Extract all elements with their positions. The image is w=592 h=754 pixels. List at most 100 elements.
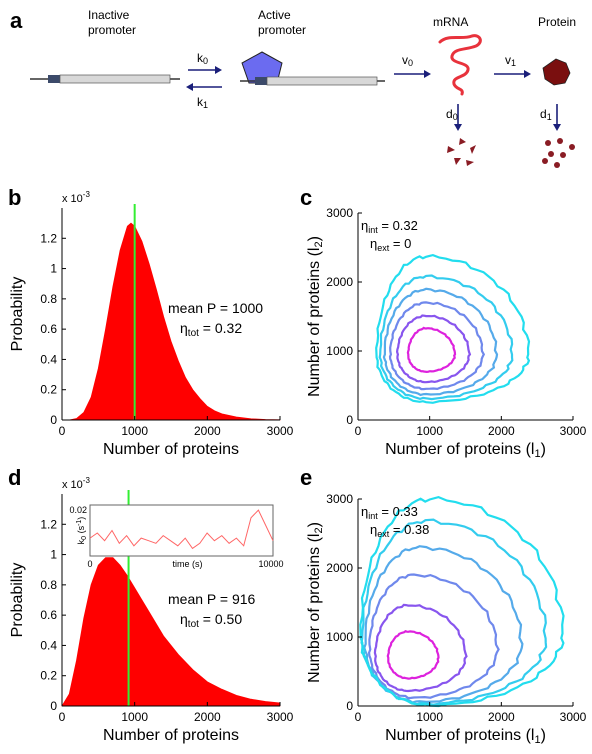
eta-ext-annotation: ηext = 0.38 <box>370 522 429 539</box>
x-tick-label: 3000 <box>560 710 587 724</box>
x-axis-label: Number of proteins (l1) <box>385 441 546 460</box>
contour-level-6 <box>375 253 531 404</box>
d0-arrowhead <box>454 124 462 131</box>
inset-x-right-label: 10000 <box>258 559 283 569</box>
y-tick-label: 1000 <box>326 344 353 358</box>
y-tick-label: 1.2 <box>40 231 57 245</box>
contour-level-4 <box>363 545 524 704</box>
k0-arrowhead <box>215 66 222 74</box>
inset-y-top-label: 0.02 <box>69 505 87 515</box>
inset-x-label: time (s) <box>173 559 203 569</box>
y-tick-label: 0 <box>50 413 57 427</box>
panel-e-contour: 0 1000 2000 3000 0 1000 2000 3000 Number of prot… <box>306 492 587 746</box>
y-tick-label: 0 <box>346 413 353 427</box>
eta-ext-annotation: ηext = 0 <box>370 236 411 253</box>
y-tick-label: 2000 <box>326 561 353 575</box>
probability-distribution-area <box>61 557 281 707</box>
contour-level-2 <box>373 603 468 693</box>
inactive-promoter-label-1: Inactive <box>88 8 130 22</box>
eta-int-annotation: ηint = 0.32 <box>361 218 418 235</box>
inset-x-left-label: 0 <box>87 559 92 569</box>
y-tick-label: 0 <box>346 699 353 713</box>
y-tick-label: 2000 <box>326 275 353 289</box>
x-tick-label: 2000 <box>194 710 221 724</box>
d1-arrowhead <box>553 124 561 131</box>
contour-level-5 <box>378 274 514 401</box>
contour-level-2 <box>395 314 472 384</box>
y-tick-label: 1 <box>50 548 57 562</box>
x-tick-label: 3000 <box>267 710 294 724</box>
inset-frame <box>89 504 274 557</box>
contour-level-6 <box>359 495 565 708</box>
x-tick-label: 0 <box>59 710 66 724</box>
x-axis-label: Number of proteins <box>103 727 239 744</box>
x-tick-label: 3000 <box>267 424 294 438</box>
y-tick-label: 1 <box>50 262 57 276</box>
contour-level-3 <box>388 301 486 391</box>
y-tick-label: 0.4 <box>40 638 57 652</box>
mean-annotation: mean P = 1000 <box>168 300 263 316</box>
y-tick-label: 3000 <box>326 206 353 220</box>
inactive-promoter-box <box>48 75 60 83</box>
y-tick-label: 1000 <box>326 630 353 644</box>
x-tick-label: 0 <box>355 710 362 724</box>
y-axis-label: Number of proteins (l2) <box>306 522 325 683</box>
inset-y-label: k0 (s-1) <box>76 517 88 545</box>
degraded-mrna-fragments-icon <box>447 138 476 166</box>
panel-letter-b: b <box>8 185 21 210</box>
x-tick-label: 0 <box>355 424 362 438</box>
y-scale-note: x 10-3 <box>62 476 90 491</box>
contour-level-5 <box>360 518 548 706</box>
k0-label: k0 <box>197 51 208 66</box>
x-axis-label: Number of proteins <box>103 441 239 458</box>
inactive-gene-box <box>59 74 171 84</box>
v1-arrowhead <box>524 70 531 78</box>
noise-annotation: ηtot = 0.32 <box>180 320 242 339</box>
panel-letter-c: c <box>300 185 312 210</box>
y-scale-note: x 10-3 <box>62 190 90 205</box>
y-tick-label: 0.2 <box>40 383 57 397</box>
contour-level-1 <box>406 326 457 374</box>
v0-label: v0 <box>402 53 413 68</box>
y-tick-label: 0.6 <box>40 608 57 622</box>
panel-d-histogram: 0 1000 2000 3000 0 0.2 0.4 0.6 0.8 1 1.2 x 10-3 Numb… <box>9 476 294 744</box>
y-tick-label: 0.2 <box>40 669 57 683</box>
active-gene-box <box>266 76 378 86</box>
probability-distribution-area <box>62 222 281 421</box>
y-axis-label: Probability <box>9 277 26 352</box>
y-tick-label: 0 <box>50 699 57 713</box>
y-tick-label: 0.6 <box>40 322 57 336</box>
y-axis-label: Probability <box>9 563 26 638</box>
v0-arrowhead <box>424 70 431 78</box>
panel-letter-d: d <box>8 465 21 490</box>
contour-level-4 <box>382 287 499 397</box>
y-tick-label: 0.8 <box>40 578 57 592</box>
mean-annotation: mean P = 916 <box>168 591 256 607</box>
x-tick-label: 1000 <box>416 710 443 724</box>
contour-level-3 <box>367 573 500 700</box>
protein-heptagon-icon <box>542 58 571 86</box>
x-tick-label: 1000 <box>416 424 443 438</box>
y-tick-label: 1.2 <box>40 517 57 531</box>
panel-a: a Inactive promoter k0 k1 Active promote… <box>10 8 576 168</box>
inset-k0-trace <box>89 509 274 550</box>
k1-arrowhead <box>186 83 193 91</box>
panel-letter-e: e <box>300 465 312 490</box>
noise-annotation: ηtot = 0.50 <box>180 611 242 630</box>
panel-letter-a: a <box>10 8 23 33</box>
panel-c-contour: 0 1000 2000 3000 0 1000 2000 3000 Number of prot… <box>306 206 587 460</box>
v1-label: v1 <box>505 53 516 68</box>
x-tick-label: 2000 <box>488 424 515 438</box>
panel-b-histogram: 0 1000 2000 3000 0 0.2 0.4 0.6 0.8 1 1.2 x 10-3 Numb… <box>9 190 294 458</box>
protein-label: Protein <box>538 15 576 29</box>
contour-level-1 <box>386 629 440 680</box>
mrna-strand-icon <box>438 34 482 96</box>
y-tick-label: 0.8 <box>40 292 57 306</box>
x-axis-label: Number of proteins (l1) <box>385 727 546 746</box>
active-promoter-label-1: Active <box>258 8 291 22</box>
inactive-promoter-label-2: promoter <box>88 23 136 37</box>
x-tick-label: 1000 <box>121 424 148 438</box>
mrna-label: mRNA <box>433 15 468 29</box>
